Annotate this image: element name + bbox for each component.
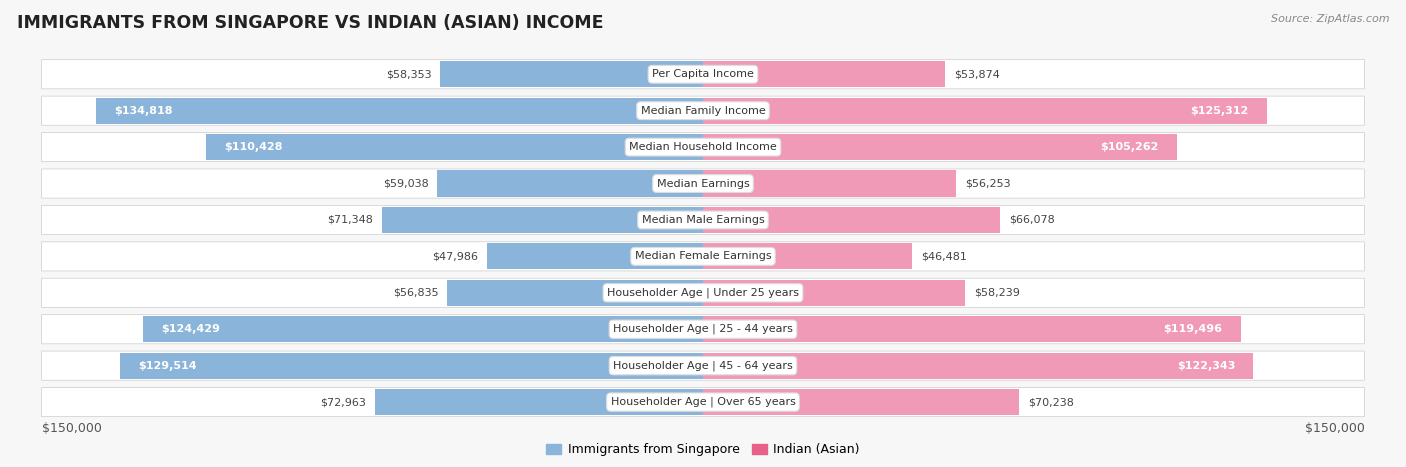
Text: $150,000: $150,000 [42, 422, 101, 435]
Text: $134,818: $134,818 [114, 106, 173, 116]
Text: $119,496: $119,496 [1164, 324, 1223, 334]
Text: Median Male Earnings: Median Male Earnings [641, 215, 765, 225]
Bar [97, 98, 703, 124]
Text: $56,835: $56,835 [392, 288, 439, 298]
Bar [703, 316, 1240, 342]
Text: $58,353: $58,353 [385, 69, 432, 79]
FancyBboxPatch shape [42, 351, 1364, 380]
Text: $59,038: $59,038 [382, 178, 429, 189]
Text: $105,262: $105,262 [1101, 142, 1159, 152]
Bar [207, 134, 703, 160]
Text: $122,343: $122,343 [1177, 361, 1236, 371]
Text: $72,963: $72,963 [319, 397, 366, 407]
Text: Householder Age | Under 25 years: Householder Age | Under 25 years [607, 288, 799, 298]
FancyBboxPatch shape [42, 388, 1364, 417]
FancyBboxPatch shape [42, 133, 1364, 162]
Bar [440, 61, 703, 87]
Text: Per Capita Income: Per Capita Income [652, 69, 754, 79]
Bar [382, 207, 703, 233]
Text: Householder Age | 45 - 64 years: Householder Age | 45 - 64 years [613, 361, 793, 371]
FancyBboxPatch shape [42, 169, 1364, 198]
Bar [703, 98, 1267, 124]
Text: $124,429: $124,429 [162, 324, 221, 334]
Bar [143, 316, 703, 342]
Text: Median Earnings: Median Earnings [657, 178, 749, 189]
Text: $53,874: $53,874 [955, 69, 1000, 79]
Bar [703, 134, 1177, 160]
Bar [703, 353, 1253, 379]
Bar [121, 353, 703, 379]
Text: $71,348: $71,348 [328, 215, 373, 225]
Text: $58,239: $58,239 [974, 288, 1019, 298]
Text: Source: ZipAtlas.com: Source: ZipAtlas.com [1271, 14, 1389, 24]
Text: $66,078: $66,078 [1010, 215, 1054, 225]
Text: Householder Age | 25 - 44 years: Householder Age | 25 - 44 years [613, 324, 793, 334]
Bar [703, 170, 956, 197]
Bar [703, 61, 945, 87]
FancyBboxPatch shape [42, 205, 1364, 234]
Bar [437, 170, 703, 197]
Text: $150,000: $150,000 [1305, 422, 1364, 435]
FancyBboxPatch shape [42, 60, 1364, 89]
Bar [375, 389, 703, 415]
Text: Median Female Earnings: Median Female Earnings [634, 251, 772, 262]
Text: Householder Age | Over 65 years: Householder Age | Over 65 years [610, 397, 796, 407]
Bar [447, 280, 703, 306]
Text: IMMIGRANTS FROM SINGAPORE VS INDIAN (ASIAN) INCOME: IMMIGRANTS FROM SINGAPORE VS INDIAN (ASI… [17, 14, 603, 32]
Bar [703, 207, 1000, 233]
FancyBboxPatch shape [42, 278, 1364, 307]
Text: $125,312: $125,312 [1191, 106, 1249, 116]
Text: Median Family Income: Median Family Income [641, 106, 765, 116]
FancyBboxPatch shape [42, 242, 1364, 271]
Text: $70,238: $70,238 [1028, 397, 1074, 407]
Text: Median Household Income: Median Household Income [628, 142, 778, 152]
Text: $47,986: $47,986 [432, 251, 478, 262]
Bar [703, 243, 912, 269]
Text: $110,428: $110,428 [224, 142, 283, 152]
Text: $56,253: $56,253 [965, 178, 1011, 189]
Bar [703, 280, 965, 306]
Bar [703, 389, 1019, 415]
Text: $46,481: $46,481 [921, 251, 967, 262]
Legend: Immigrants from Singapore, Indian (Asian): Immigrants from Singapore, Indian (Asian… [541, 439, 865, 461]
FancyBboxPatch shape [42, 96, 1364, 125]
Text: $129,514: $129,514 [138, 361, 197, 371]
Bar [486, 243, 703, 269]
FancyBboxPatch shape [42, 315, 1364, 344]
